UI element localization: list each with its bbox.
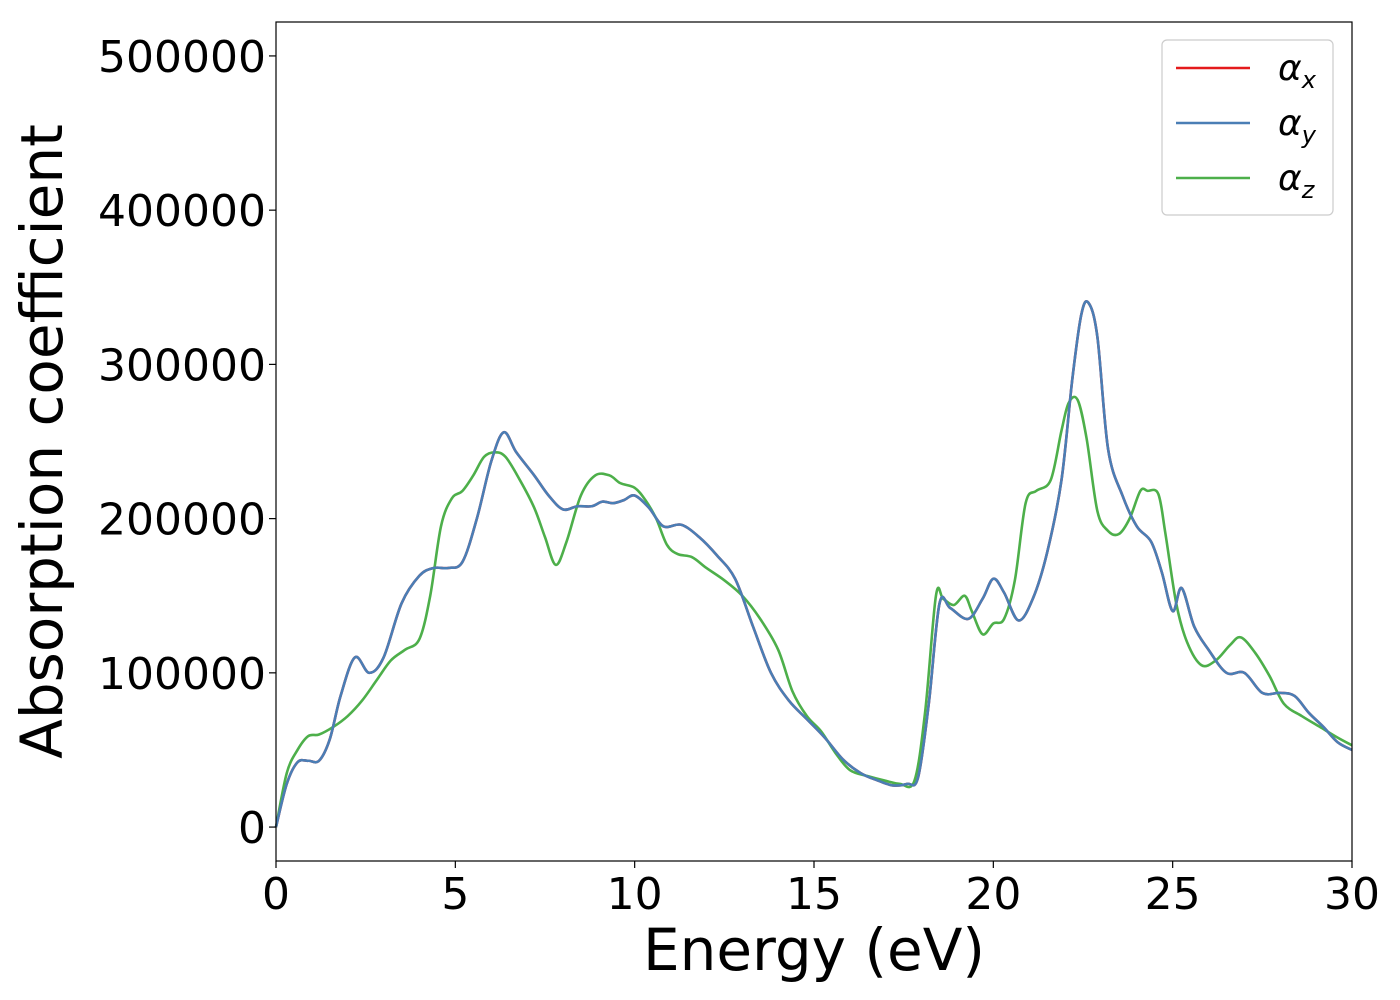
y-tick-label: 500000 — [98, 32, 266, 83]
y-tick-label: 100000 — [98, 649, 266, 700]
legend-label: αx — [1278, 48, 1317, 94]
legend-label-subscript: z — [1301, 176, 1316, 204]
x-axis-label: Energy (eV) — [643, 916, 985, 984]
legend-label-symbol: α — [1278, 158, 1302, 199]
x-tick-label: 5 — [441, 869, 469, 920]
legend-label: αy — [1278, 103, 1317, 149]
series-line-y — [274, 299, 1353, 828]
series-line-x — [274, 299, 1353, 828]
y-axis-label: Absorption coefficient — [8, 124, 76, 759]
y-tick-label: 200000 — [98, 495, 266, 546]
legend-label-symbol: α — [1278, 48, 1302, 89]
y-tick-label: 300000 — [98, 340, 266, 391]
legend-label-subscript: y — [1301, 121, 1317, 149]
legend-label-subscript: x — [1301, 66, 1317, 94]
x-tick-label: 30 — [1324, 869, 1380, 920]
legend-item-z: αz — [1176, 158, 1316, 204]
legend-item-y: αy — [1176, 103, 1317, 149]
y-tick-label: 400000 — [98, 186, 266, 237]
legend-label: αz — [1278, 158, 1316, 204]
x-tick-label: 25 — [1145, 869, 1201, 920]
x-tick-label: 15 — [786, 869, 842, 920]
axis-ticks: 0 5 10 15 20 25 30 0 100000 200000 300000 400000 500… — [98, 32, 1380, 920]
y-tick-label: 0 — [238, 803, 266, 854]
legend-label-symbol: α — [1278, 103, 1302, 144]
legend-box — [1161, 39, 1334, 216]
series-line-z — [274, 395, 1353, 828]
x-tick-label: 20 — [965, 869, 1021, 920]
x-tick-label: 0 — [262, 869, 290, 920]
x-tick-label: 10 — [607, 869, 663, 920]
legend-item-x: αx — [1176, 48, 1317, 94]
series-lines — [274, 299, 1353, 828]
